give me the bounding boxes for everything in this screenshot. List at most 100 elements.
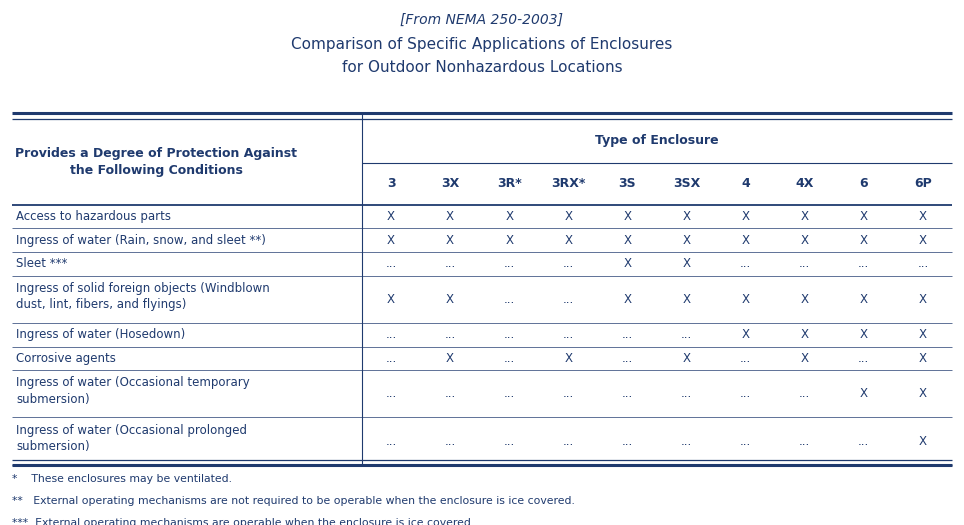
Text: Sleet ***: Sleet *** [16,257,67,270]
Text: ...: ... [503,352,515,365]
Text: X: X [446,293,454,306]
Text: X: X [919,234,926,247]
Text: Access to hazardous parts: Access to hazardous parts [16,210,172,223]
Text: ...: ... [622,435,633,447]
Text: ...: ... [444,257,456,270]
Text: X: X [564,234,573,247]
Text: X: X [919,387,926,400]
Text: 3: 3 [387,177,395,190]
Text: X: X [446,234,454,247]
Text: ...: ... [386,387,396,400]
Text: ...: ... [503,257,515,270]
Text: Ingress of water (Rain, snow, and sleet **): Ingress of water (Rain, snow, and sleet … [16,234,266,247]
Text: 4X: 4X [795,177,814,190]
Text: X: X [564,210,573,223]
Text: 3SX: 3SX [673,177,700,190]
Text: Ingress of water (Occasional prolonged
submersion): Ingress of water (Occasional prolonged s… [16,424,248,453]
Text: X: X [860,387,868,400]
Text: X: X [741,234,750,247]
Text: X: X [801,234,809,247]
Text: **   External operating mechanisms are not required to be operable when the encl: ** External operating mechanisms are not… [12,496,575,506]
Text: ...: ... [858,352,870,365]
Text: X: X [741,293,750,306]
Text: Type of Enclosure: Type of Enclosure [595,134,719,147]
Text: X: X [860,210,868,223]
Text: *    These enclosures may be ventilated.: * These enclosures may be ventilated. [12,474,231,484]
Text: X: X [388,293,395,306]
Text: X: X [860,328,868,341]
Text: ...: ... [386,435,396,447]
Text: ...: ... [740,257,751,270]
Text: X: X [919,435,926,447]
Text: ***  External operating mechanisms are operable when the enclosure is ice covere: *** External operating mechanisms are op… [12,518,474,525]
Text: X: X [860,234,868,247]
Text: X: X [919,210,926,223]
Text: ...: ... [681,328,692,341]
Text: ...: ... [503,293,515,306]
Text: ...: ... [444,387,456,400]
Text: X: X [801,293,809,306]
Text: X: X [683,257,690,270]
Text: X: X [505,234,513,247]
Text: ...: ... [858,257,870,270]
Text: ...: ... [740,352,751,365]
Text: X: X [741,328,750,341]
Text: for Outdoor Nonhazardous Locations: for Outdoor Nonhazardous Locations [341,60,623,76]
Text: Ingress of solid foreign objects (Windblown
dust, lint, fibers, and flyings): Ingress of solid foreign objects (Windbl… [16,282,270,311]
Text: ...: ... [563,328,574,341]
Text: X: X [624,257,631,270]
Text: 4: 4 [741,177,750,190]
Text: X: X [860,293,868,306]
Text: 3R*: 3R* [496,177,522,190]
Text: Comparison of Specific Applications of Enclosures: Comparison of Specific Applications of E… [291,37,673,52]
Text: ...: ... [503,435,515,447]
Text: X: X [801,210,809,223]
Text: ...: ... [740,387,751,400]
Text: X: X [446,210,454,223]
Text: X: X [683,210,690,223]
Text: ...: ... [503,387,515,400]
Text: ...: ... [918,257,928,270]
Text: 6: 6 [860,177,869,190]
Text: X: X [801,352,809,365]
Text: Ingress of water (Hosedown): Ingress of water (Hosedown) [16,328,186,341]
Text: 6P: 6P [914,177,932,190]
Text: 3X: 3X [441,177,459,190]
Text: ...: ... [503,328,515,341]
Text: X: X [624,293,631,306]
Text: ...: ... [563,293,574,306]
Text: Ingress of water (Occasional temporary
submersion): Ingress of water (Occasional temporary s… [16,376,250,406]
Text: Provides a Degree of Protection Against
the Following Conditions: Provides a Degree of Protection Against … [15,146,298,177]
Text: ...: ... [799,257,811,270]
Text: ...: ... [858,435,870,447]
Text: [From NEMA 250-2003]: [From NEMA 250-2003] [400,13,564,27]
Text: X: X [683,293,690,306]
Text: X: X [624,210,631,223]
Text: ...: ... [622,387,633,400]
Text: X: X [919,328,926,341]
Text: ...: ... [386,328,396,341]
Text: 3S: 3S [619,177,636,190]
Text: ...: ... [444,328,456,341]
Text: X: X [624,234,631,247]
Text: ...: ... [799,387,811,400]
Text: ...: ... [622,328,633,341]
Text: X: X [801,328,809,341]
Text: X: X [741,210,750,223]
Text: X: X [919,352,926,365]
Text: 3RX*: 3RX* [551,177,585,190]
Text: ...: ... [740,435,751,447]
Text: ...: ... [563,387,574,400]
Text: X: X [919,293,926,306]
Text: X: X [683,234,690,247]
Text: X: X [505,210,513,223]
Text: ...: ... [444,435,456,447]
Text: ...: ... [563,257,574,270]
Text: ...: ... [622,352,633,365]
Text: X: X [388,234,395,247]
Text: ...: ... [386,257,396,270]
Text: Corrosive agents: Corrosive agents [16,352,117,365]
Text: X: X [564,352,573,365]
Text: ...: ... [799,435,811,447]
Text: X: X [446,352,454,365]
